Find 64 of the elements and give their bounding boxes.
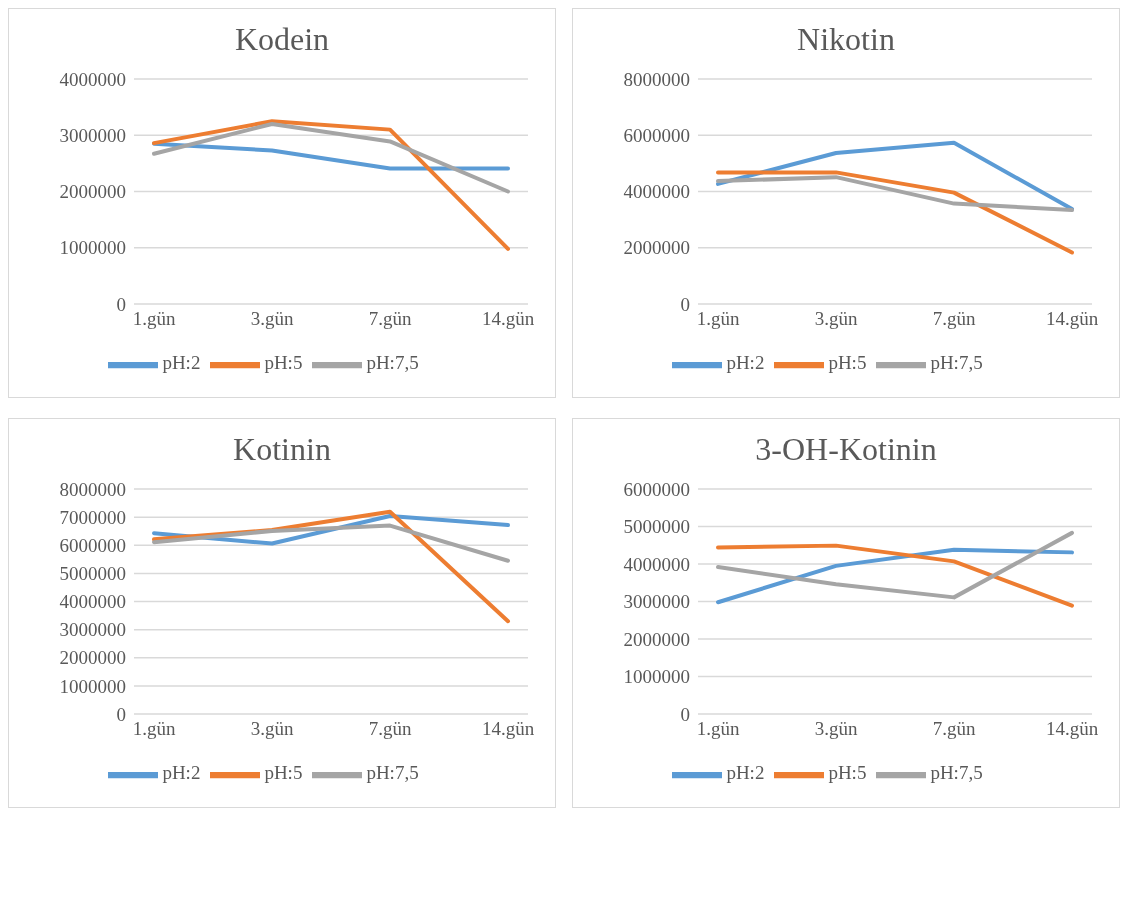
legend-label: pH:7,5 xyxy=(366,762,419,784)
line-series xyxy=(716,530,1074,600)
y-tick-label: 8000000 xyxy=(59,478,126,500)
x-tick-label: 7.gün xyxy=(932,718,976,740)
x-tick-label: 3.gün xyxy=(250,308,294,330)
x-tick-label: 7.gün xyxy=(932,308,976,330)
chart-title: Kodein xyxy=(233,20,331,59)
y-tick-label: 0 xyxy=(116,703,126,725)
line-series xyxy=(152,119,510,251)
x-tick-label: 14.gün xyxy=(1045,718,1099,740)
y-tick-label: 1000000 xyxy=(623,666,690,688)
y-tick-label: 4000000 xyxy=(59,591,126,613)
y-tick-label: 0 xyxy=(116,293,126,315)
legend-label: pH:7,5 xyxy=(930,762,983,784)
x-tick-label: 14.gün xyxy=(1045,308,1099,330)
x-tick-label: 7.gün xyxy=(368,308,412,330)
y-tick-label: 2000000 xyxy=(623,237,690,259)
chart-title: Kotinin xyxy=(232,430,332,469)
x-tick-label: 14.gün xyxy=(481,718,535,740)
x-tick-label: 3.gün xyxy=(814,718,858,740)
legend-label: pH:7,5 xyxy=(930,352,983,374)
legend-label: pH:5 xyxy=(828,352,867,374)
legend-label: pH:2 xyxy=(162,352,201,374)
y-tick-label: 2000000 xyxy=(59,181,126,203)
legend-label: pH:5 xyxy=(264,352,303,374)
y-tick-label: 6000000 xyxy=(623,478,690,500)
line-series xyxy=(152,122,510,194)
y-tick-label: 4000000 xyxy=(623,553,690,575)
legend-label: pH:7,5 xyxy=(366,352,419,374)
legend-label: pH:2 xyxy=(726,352,765,374)
chart-title: 3-OH-Kotinin xyxy=(754,430,938,469)
y-tick-label: 1000000 xyxy=(59,237,126,259)
line-series xyxy=(716,140,1074,211)
y-tick-label: 3000000 xyxy=(59,125,126,146)
x-tick-label: 3.gün xyxy=(250,718,294,740)
line-series xyxy=(152,523,510,563)
y-tick-label: 8000000 xyxy=(623,68,690,90)
x-tick-label: 7.gün xyxy=(368,718,412,740)
y-tick-label: 5000000 xyxy=(623,516,690,538)
legend-label: pH:2 xyxy=(726,762,765,784)
y-tick-label: 7000000 xyxy=(59,506,126,528)
y-tick-label: 6000000 xyxy=(59,534,126,556)
y-tick-label: 2000000 xyxy=(623,628,690,650)
legend-label: pH:2 xyxy=(162,762,201,784)
x-tick-label: 14.gün xyxy=(481,308,535,330)
y-tick-label: 4000000 xyxy=(59,68,126,90)
x-tick-label: 1.gün xyxy=(696,718,740,740)
x-tick-label: 3.gün xyxy=(814,308,858,330)
line-series xyxy=(716,175,1074,213)
legend-label: pH:5 xyxy=(264,762,303,784)
y-tick-label: 2000000 xyxy=(59,647,126,669)
y-tick-label: 4000000 xyxy=(623,181,690,203)
x-tick-label: 1.gün xyxy=(696,308,740,330)
chart-title: Nikotin xyxy=(796,20,896,59)
x-tick-label: 1.gün xyxy=(132,718,176,740)
y-tick-label: 1000000 xyxy=(59,675,126,697)
legend-label: pH:5 xyxy=(828,762,867,784)
x-tick-label: 1.gün xyxy=(132,308,176,330)
y-tick-label: 6000000 xyxy=(623,125,690,146)
y-tick-label: 5000000 xyxy=(59,563,126,585)
y-tick-label: 3000000 xyxy=(59,619,126,641)
y-tick-label: 3000000 xyxy=(623,591,690,613)
y-tick-label: 0 xyxy=(680,293,690,315)
y-tick-label: 0 xyxy=(680,703,690,725)
